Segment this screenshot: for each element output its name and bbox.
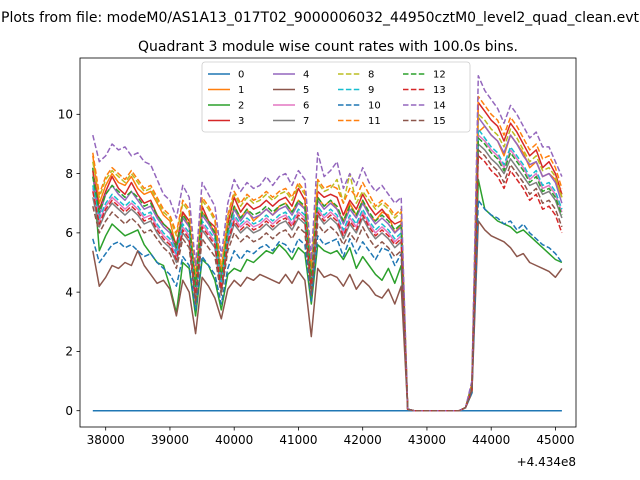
legend-label-15: 15 xyxy=(433,116,446,127)
chart-title: Quadrant 3 module wise count rates with … xyxy=(138,39,518,55)
x-tick-label: 42000 xyxy=(344,433,382,447)
series-line-15 xyxy=(92,149,563,412)
x-tick-label: 45000 xyxy=(536,433,574,447)
legend-label-8: 8 xyxy=(368,70,374,81)
y-tick-label: 6 xyxy=(65,226,73,240)
x-tick-label: 38000 xyxy=(87,433,125,447)
x-tick-label: 39000 xyxy=(151,433,189,447)
y-tick-label: 8 xyxy=(65,167,73,181)
series-line-11 xyxy=(92,95,563,412)
x-tick-label: 44000 xyxy=(472,433,510,447)
legend-label-9: 9 xyxy=(368,85,374,96)
legend-label-0: 0 xyxy=(238,70,244,81)
legend-box xyxy=(201,61,471,133)
legend-label-10: 10 xyxy=(368,101,381,112)
y-tick-label: 4 xyxy=(65,285,73,299)
legend-label-6: 6 xyxy=(303,101,309,112)
y-tick-label: 0 xyxy=(65,404,73,418)
legend-label-1: 1 xyxy=(238,85,244,96)
plot-area: 38000 39000 40000 41000 42000 43000 44000 45000… xyxy=(58,57,577,447)
series-line-13 xyxy=(92,155,563,412)
x-tick-label: 41000 xyxy=(279,433,317,447)
figure-suptitle: Plots from file: modeM0/AS1A13_017T02_90… xyxy=(1,10,639,26)
series-line-14 xyxy=(92,75,563,412)
legend-label-2: 2 xyxy=(238,101,244,112)
x-tick-label: 43000 xyxy=(408,433,446,447)
series-line-12 xyxy=(92,137,563,412)
series-line-8 xyxy=(92,113,563,412)
series-line-4 xyxy=(92,116,563,412)
y-tick-label: 2 xyxy=(65,345,73,359)
series-line-7 xyxy=(92,143,563,412)
series-line-6 xyxy=(92,134,563,412)
legend-label-13: 13 xyxy=(433,85,446,96)
series-line-3 xyxy=(92,101,563,412)
x-tick-label: 40000 xyxy=(215,433,253,447)
legend-label-4: 4 xyxy=(303,70,309,81)
axes-frame xyxy=(79,57,577,428)
legend-label-11: 11 xyxy=(368,116,381,127)
legend-label-14: 14 xyxy=(433,101,446,112)
x-offset-label: +4.434e8 xyxy=(517,455,576,469)
legend-label-3: 3 xyxy=(238,116,244,127)
series-line-1 xyxy=(92,125,563,412)
series-line-5 xyxy=(92,220,563,412)
y-tick-label: 10 xyxy=(58,108,73,122)
series-line-9 xyxy=(92,128,563,412)
legend-label-7: 7 xyxy=(303,116,309,127)
series-line-10 xyxy=(92,199,563,412)
legend-label-5: 5 xyxy=(303,85,309,96)
legend-label-12: 12 xyxy=(433,70,446,81)
